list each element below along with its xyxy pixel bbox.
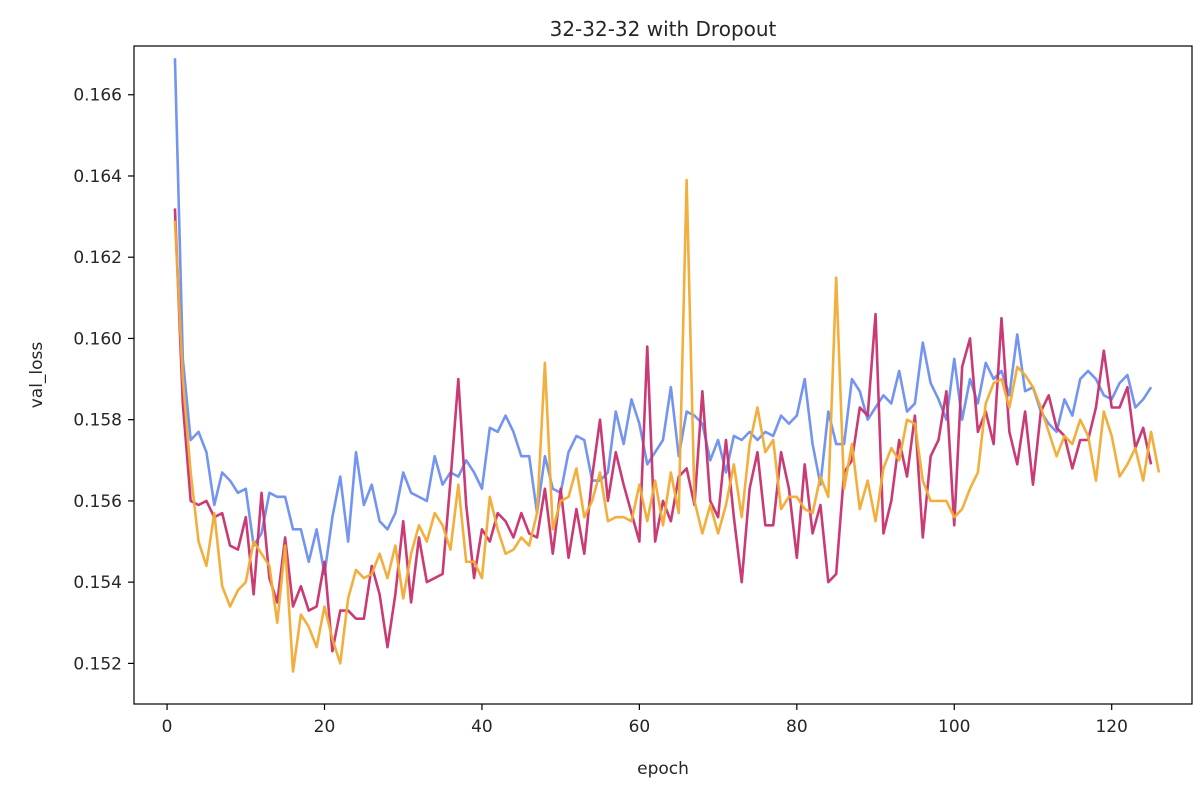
y-tick-label-3: 0.158	[73, 411, 122, 431]
x-axis-label: epoch	[637, 759, 689, 779]
y-tick-label-7: 0.166	[73, 86, 122, 106]
x-tick-label-4: 80	[786, 717, 808, 737]
y-tick-label-6: 0.164	[73, 167, 122, 187]
x-tick-label-6: 120	[1095, 717, 1127, 737]
x-tick-label-3: 60	[629, 717, 651, 737]
series-line-3	[173, 178, 1161, 673]
series-line-1	[173, 58, 1153, 576]
series-layer	[173, 58, 1161, 673]
y-tick-label-1: 0.154	[73, 573, 122, 593]
chart-title: 32-32-32 with Dropout	[550, 17, 777, 41]
y-tick-label-4: 0.160	[73, 329, 122, 349]
y-axis-label: val_loss	[27, 342, 47, 409]
y-tick-label-0: 0.152	[73, 654, 122, 674]
y-tick-label-5: 0.162	[73, 248, 122, 268]
x-tick-label-2: 40	[471, 717, 493, 737]
x-tick-label-5: 100	[938, 717, 970, 737]
y-tick-label-2: 0.156	[73, 492, 122, 512]
plot-frame	[133, 45, 1193, 705]
axes-layer: 0 20 40 60 80 100 120 0.152 0.154 0.156 0.158 0.160…	[73, 86, 1128, 737]
series-line-2	[173, 208, 1153, 653]
x-tick-label-0: 0	[162, 717, 173, 737]
x-tick-label-1: 20	[314, 717, 336, 737]
